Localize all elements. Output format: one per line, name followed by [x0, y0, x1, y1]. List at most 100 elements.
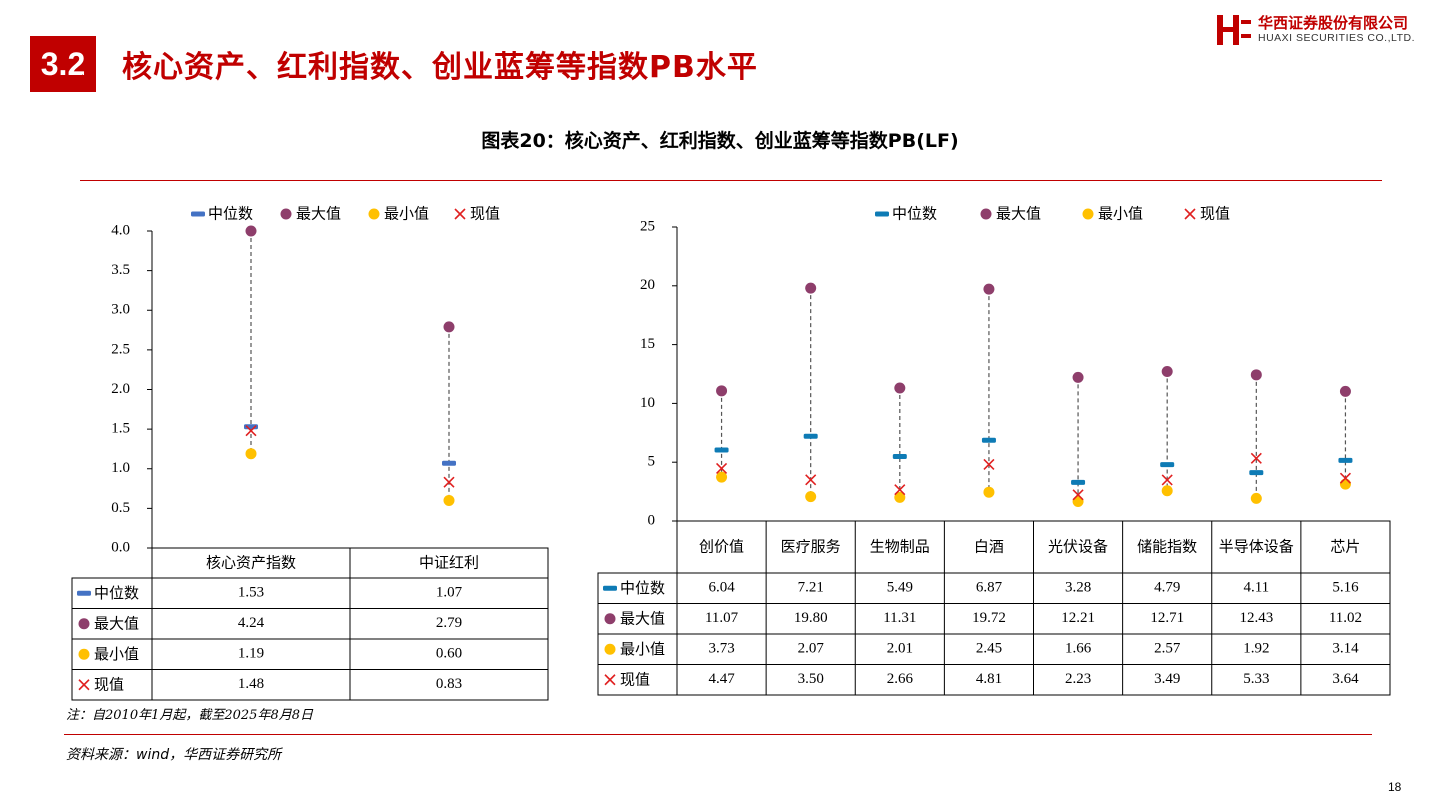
data-label-0-1: 7.21: [798, 580, 824, 596]
data-label-1-4: 12.21: [1061, 610, 1095, 626]
y-tick-label-4: 20: [640, 277, 655, 293]
category-label-5: 储能指数: [1137, 538, 1197, 556]
y-tick-label-2: 1.0: [111, 460, 130, 476]
huaxi-logo-icon: [1217, 15, 1251, 45]
section-badge: 3.2: [30, 36, 96, 92]
data-label-0-0: 6.04: [708, 580, 735, 596]
data-label-3-1: 0.83: [436, 676, 462, 692]
category-label-6: 半导体设备: [1219, 538, 1294, 556]
data-label-2-3: 2.45: [976, 641, 1002, 657]
category-label-0: 创价值: [699, 538, 744, 556]
data-label-1-0: 11.07: [705, 610, 739, 626]
median-mark-6: [1249, 470, 1264, 476]
current-mark-6: [1250, 452, 1262, 464]
data-label-2-6: 1.92: [1243, 641, 1269, 657]
data-label-0-5: 4.79: [1154, 580, 1180, 596]
y-tick-label-4: 2.0: [111, 381, 130, 397]
legend-marker-2: [368, 208, 380, 220]
row-marker-1: [78, 618, 90, 630]
current-mark-5: [1161, 474, 1173, 486]
current-mark-3: [983, 458, 995, 471]
current-mark-6-b: [1250, 452, 1262, 464]
figure-title: 图表20：核心资产、红利指数、创业蓝筹等指数PB(LF): [481, 130, 959, 152]
max-point-1: [443, 321, 455, 333]
logo-text-cn: 华西证券股份有限公司: [1258, 14, 1409, 32]
note: 注：自2010年1月起，截至2025年8月8日: [66, 708, 313, 723]
data-label-3-0: 1.48: [238, 676, 264, 692]
legend-label-3: 现值: [470, 205, 500, 223]
max-point-6: [1250, 369, 1262, 381]
data-label-1-1: 19.80: [794, 610, 828, 626]
legend-marker-3-b: [454, 208, 466, 220]
min-point-7: [1339, 478, 1351, 490]
category-label-1: 医疗服务: [781, 538, 841, 556]
legend-label-0: 中位数: [892, 205, 937, 223]
data-label-1-5: 12.71: [1150, 610, 1184, 626]
data-label-3-5: 3.49: [1154, 671, 1180, 687]
current-mark-2: [894, 484, 906, 496]
row-label-2: 最小值: [94, 645, 139, 663]
data-label-2-1: 0.60: [436, 646, 462, 662]
logo-text-en: HUAXI SECURITIES CO.,LTD.: [1258, 32, 1415, 44]
category-label-4: 光伏设备: [1048, 538, 1108, 556]
category-label-1: 中证红利: [419, 554, 479, 572]
category-label-0: 核心资产指数: [206, 554, 296, 572]
current-mark-2-b: [894, 484, 906, 496]
data-label-2-0: 3.73: [708, 641, 734, 657]
data-label-2-4: 1.66: [1065, 641, 1092, 657]
min-point-1: [805, 491, 817, 503]
page-title: 核心资产、红利指数、创业蓝筹等指数PB水平: [122, 50, 758, 85]
current-mark-1-b: [443, 476, 455, 488]
max-point-0: [245, 225, 257, 237]
median-mark-4: [1071, 479, 1086, 485]
legend-marker-3: [454, 208, 466, 220]
current-mark-0: [245, 425, 257, 437]
y-tick-label-8: 4.0: [111, 222, 130, 238]
legend-label-0: 中位数: [208, 205, 253, 223]
row-marker-1: [604, 613, 616, 625]
y-tick-label-1: 0.5: [111, 500, 130, 516]
legend-marker-3: [1184, 208, 1196, 220]
y-tick-label-5: 2.5: [111, 341, 130, 357]
data-label-1-0: 4.24: [238, 615, 265, 631]
category-label-2: 生物制品: [870, 538, 930, 556]
data-label-0-6: 4.11: [1243, 580, 1269, 596]
median-mark-3: [981, 437, 996, 443]
median-mark-7: [1338, 457, 1353, 463]
row-marker-0: [603, 585, 617, 591]
data-label-0-3: 6.87: [976, 580, 1003, 596]
median-mark-5: [1160, 462, 1175, 468]
legend-label-2: 最小值: [1098, 205, 1143, 223]
y-tick-label-6: 3.0: [111, 302, 130, 318]
legend-marker-1: [980, 208, 992, 220]
current-mark-7: [1339, 472, 1352, 484]
data-label-2-5: 2.57: [1154, 641, 1181, 657]
current-mark-1-b: [805, 474, 817, 486]
row-label-3: 现值: [620, 670, 650, 688]
data-label-1-6: 12.43: [1239, 610, 1273, 626]
min-point-0: [716, 471, 728, 483]
category-label-3: 白酒: [974, 538, 1004, 556]
category-label-7: 芯片: [1330, 538, 1360, 556]
min-point-3: [983, 486, 995, 498]
section-badge-tail: [82, 74, 96, 92]
max-point-7: [1339, 385, 1351, 397]
data-label-3-6: 5.33: [1243, 671, 1269, 687]
legend-marker-1: [280, 208, 292, 220]
y-tick-label-0: 0.0: [111, 539, 130, 555]
row-marker-3: [78, 679, 90, 691]
median-mark-1: [442, 460, 456, 466]
y-tick-label-7: 3.5: [111, 262, 130, 278]
row-label-0: 中位数: [94, 584, 139, 602]
current-mark-5-b: [1161, 474, 1173, 486]
data-label-3-2: 2.66: [887, 671, 914, 687]
row-label-3: 现值: [94, 675, 124, 693]
max-point-2: [894, 382, 906, 394]
min-point-6: [1250, 492, 1262, 504]
min-point-4: [1072, 495, 1084, 507]
data-label-1-3: 19.72: [972, 610, 1006, 626]
data-label-2-0: 1.19: [238, 646, 264, 662]
data-label-3-1: 3.50: [798, 671, 824, 687]
data-label-2-1: 2.07: [798, 641, 825, 657]
row-label-0: 中位数: [620, 579, 665, 597]
